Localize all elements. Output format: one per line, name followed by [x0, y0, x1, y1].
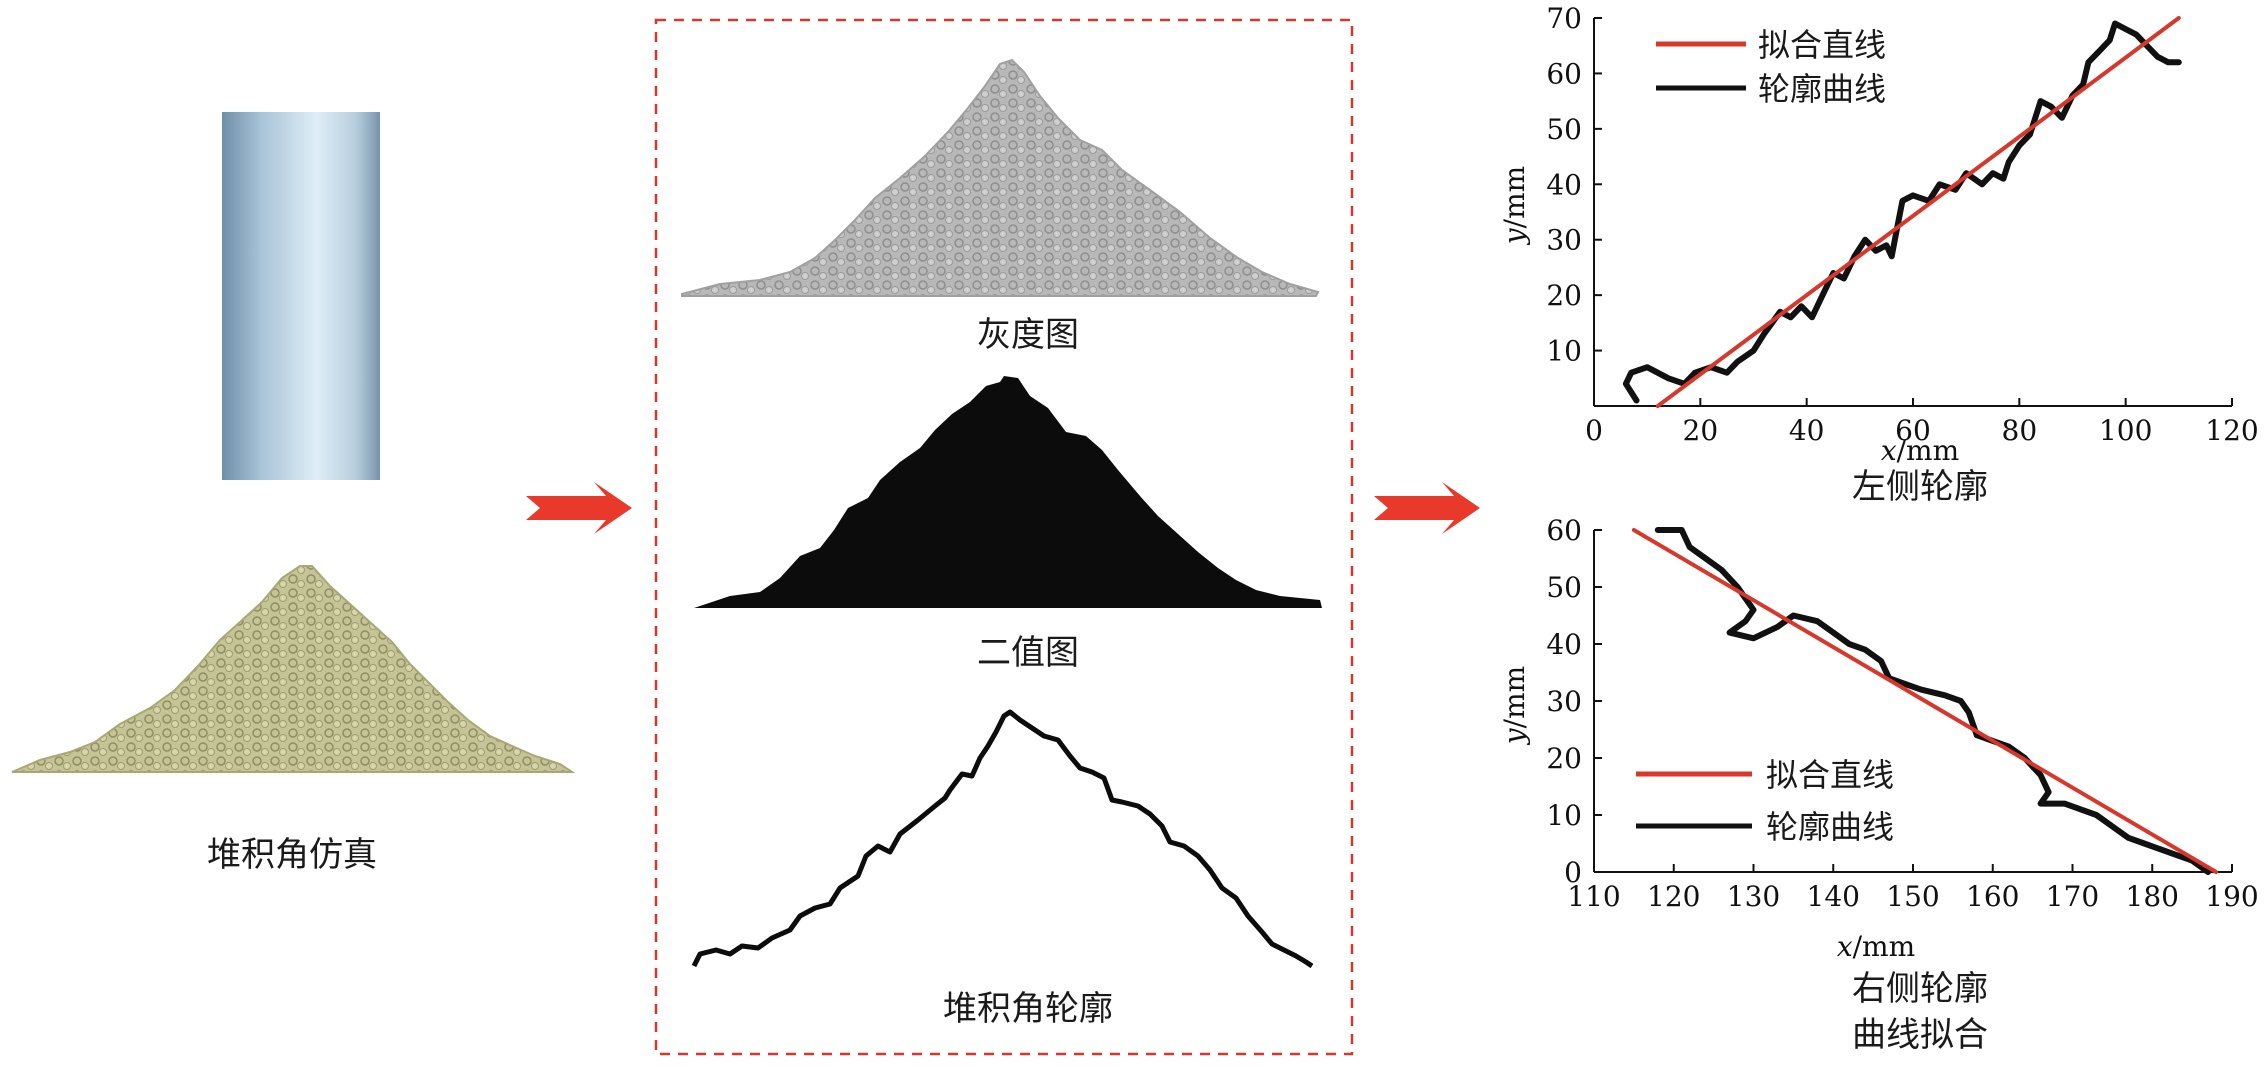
x-tick-label: 100 [2099, 414, 2152, 447]
contour-caption: 堆积角轮廓 [943, 989, 1113, 1029]
svg-text:y/mm: y/mm [1498, 666, 1531, 746]
legend-contour-label: 轮廓曲线 [1766, 808, 1894, 846]
heap-contour [691, 709, 1314, 969]
y-axis-label: y/mm [1498, 166, 1531, 246]
x-tick-label: 140 [1807, 880, 1860, 913]
y-tick-label: 60 [1546, 57, 1582, 90]
right-arrow-icon [1374, 482, 1480, 534]
legend: 拟合直线 轮廓曲线 [1636, 756, 1894, 846]
chart-caption-line2: 曲线拟合 [1852, 1015, 1988, 1055]
y-tick-label: 40 [1546, 628, 1582, 661]
x-tick-label: 170 [2046, 880, 2099, 913]
simulated-heap [11, 565, 576, 773]
legend-fit-label: 拟合直线 [1758, 26, 1886, 64]
svg-text:y/mm: y/mm [1498, 166, 1531, 246]
y-tick-label: 60 [1546, 514, 1582, 547]
y-tick-label: 10 [1546, 335, 1582, 368]
legend-contour-label: 轮廓曲线 [1758, 70, 1886, 108]
legend-fit-label: 拟合直线 [1766, 756, 1894, 794]
y-tick-label: 30 [1546, 224, 1582, 257]
simulation-caption: 堆积角仿真 [207, 835, 377, 875]
cylinder [222, 112, 380, 480]
x-tick-label: 120 [2205, 414, 2258, 447]
y-tick-label: 20 [1546, 742, 1582, 775]
contour-series-line [1654, 527, 2212, 875]
y-tick-label: 10 [1546, 799, 1582, 832]
y-axis-label: y/mm [1498, 666, 1531, 746]
x-tick-label: 150 [1886, 880, 1939, 913]
x-tick-label: 60 [1895, 414, 1931, 447]
chart-caption-line1: 右侧轮廓 [1852, 969, 1988, 1009]
grayscale-caption: 灰度图 [977, 315, 1079, 355]
y-tick-label: 20 [1546, 279, 1582, 312]
binary-heap [694, 376, 1322, 608]
fit-series-line [1655, 16, 2181, 408]
y-tick-label: 50 [1546, 113, 1582, 146]
x-tick-label: 160 [1966, 880, 2019, 913]
legend: 拟合直线 轮廓曲线 [1656, 26, 1886, 108]
x-tick-label: 0 [1585, 414, 1603, 447]
y-tick-label: 70 [1546, 2, 1582, 35]
x-tick-label: 130 [1727, 880, 1780, 913]
x-tick-label: 180 [2126, 880, 2179, 913]
right-contour-chart: y/mm x/mm 右侧轮廓 曲线拟合 拟合直线 轮廓曲线 110 120 130 1… [1498, 514, 2259, 1055]
contour-series-line [1622, 20, 2182, 404]
x-tick-label: 120 [1647, 880, 1700, 913]
x-tick-label: 40 [1789, 414, 1825, 447]
x-tick-label: 190 [2205, 880, 2258, 913]
x-axis-label: x/mm [1881, 434, 1959, 467]
dashed-box [654, 18, 1354, 1056]
x-tick-label: 20 [1683, 414, 1719, 447]
image-processing-panel: 灰度图 二值图 堆积角轮廓 [654, 18, 1354, 1056]
simulation-panel: 堆积角仿真 [11, 112, 576, 875]
left-contour-chart: y/mm x/mm 左侧轮廓 拟合直线 轮廓曲线 0 20 40 60 80 100 120… [1498, 2, 2259, 507]
y-tick-label: 40 [1546, 168, 1582, 201]
x-tick-label: 80 [2002, 414, 2038, 447]
fit-series-line [1631, 528, 2219, 874]
right-arrow-icon [526, 482, 632, 534]
chart-caption: 左侧轮廓 [1852, 467, 1988, 507]
y-tick-label: 30 [1546, 685, 1582, 718]
y-tick-label: 0 [1564, 856, 1582, 889]
y-tick-label: 50 [1546, 571, 1582, 604]
binary-caption: 二值图 [977, 633, 1079, 673]
grayscale-heap [681, 58, 1320, 297]
x-tick-label: 110 [1567, 880, 1620, 913]
x-axis-label: x/mm [1837, 930, 1915, 963]
